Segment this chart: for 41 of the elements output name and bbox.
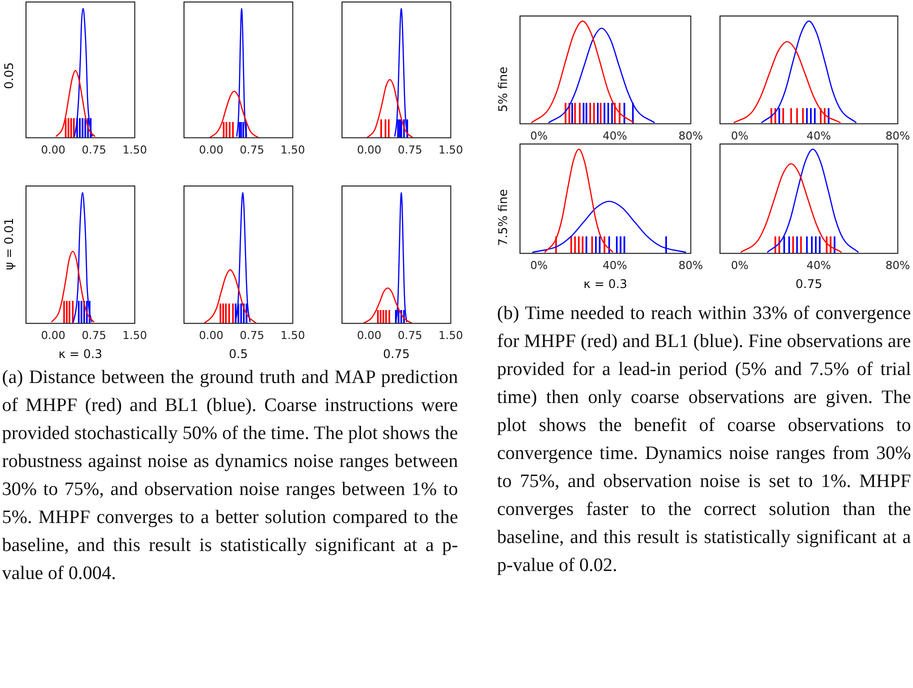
y-axis-title: 7.5% fine [496, 188, 510, 246]
x-tick-label: 80% [886, 258, 910, 272]
x-tick-label: 1.50 [438, 328, 464, 342]
text: (b) Time needed to reach within 33% of convergence for MHPF (red) and BL1 (blue). Fine observations are provided for a lead-in period (5% and 7.5% of trial time) then only coarse observations are given. The plot shows the benefit of coarse observations to convergence time. Dynamics noise ranges from 30% to 75%, and observation noise is set to 1%. MHPF converges faster to the correct solution than the baseline, and this result is statistically significant at a p-value of 0.02. [497, 303, 911, 576]
x-axis-title: 0.5 [228, 346, 248, 361]
x-tick-label: 0% [731, 258, 748, 272]
x-tick-label: 80% [678, 129, 703, 142]
y-axis-title: 0.05 [2, 62, 16, 88]
x-tick-label: 0% [530, 258, 548, 272]
x-tick-label: 1.50 [280, 328, 306, 342]
x-tick-label: 0.00 [198, 328, 224, 342]
x-tick-label: 0.75 [82, 328, 106, 342]
x-tick-label: 0.75 [398, 328, 422, 342]
x-axis-title: 0.75 [383, 346, 410, 361]
x-tick-label: 0.00 [40, 143, 66, 156]
x-tick-label: 0.75 [240, 143, 264, 156]
x-tick-label: 1.50 [122, 328, 148, 342]
x-tick-label: 1.50 [438, 143, 464, 156]
x-tick-label: 40% [602, 129, 628, 142]
y-axis-title: ψ = 0.01 [2, 218, 16, 270]
x-axis-title: 0.75 [796, 276, 822, 291]
x-tick-label: 40% [806, 258, 831, 272]
x-tick-label: 80% [886, 129, 910, 142]
x-tick-label: 0.75 [82, 143, 106, 156]
x-tick-label: 0% [731, 129, 748, 142]
x-tick-label: 0.00 [356, 328, 382, 342]
x-axis-title: κ = 0.3 [58, 346, 102, 361]
x-tick-label: 0.75 [398, 143, 422, 156]
x-tick-label: 40% [806, 129, 831, 142]
x-axis-title: κ = 0.3 [583, 276, 628, 291]
x-tick-label: 1.50 [280, 143, 306, 156]
text: (a) Distance between the ground truth and MAP prediction of MHPF (red) and BL1 (blue). Coarse instructions were provided stochastically 50% of the time. The plot shows the robustness against noise as dynamics noise ranges between 30% to 75%, and observation noise ranges between 1% to 5%. MHPF converges to a better solution compared to the baseline, and this result is statistically significant at a p-value of 0.004. [2, 367, 458, 584]
x-tick-label: 0.75 [240, 328, 264, 342]
x-tick-label: 1.50 [122, 143, 148, 156]
x-tick-label: 0% [530, 129, 548, 142]
x-tick-label: 0.00 [40, 328, 66, 342]
x-tick-label: 0.00 [198, 143, 224, 156]
y-axis-title: 5% fine [496, 66, 510, 112]
x-tick-label: 40% [602, 258, 628, 272]
x-tick-label: 0.00 [356, 143, 382, 156]
x-tick-label: 80% [678, 258, 703, 272]
